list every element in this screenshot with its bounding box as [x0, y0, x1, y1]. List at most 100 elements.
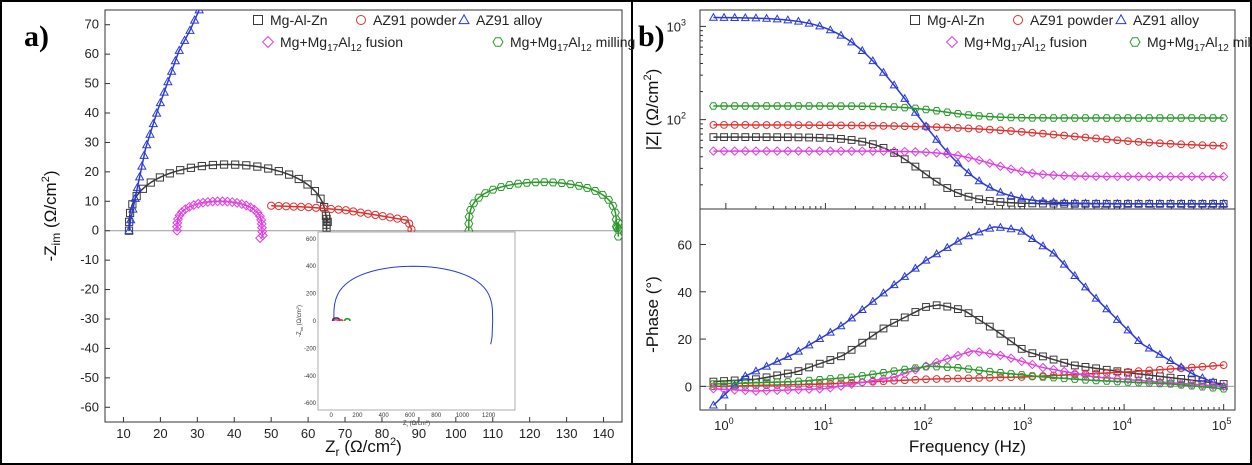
legend-text: Mg+Mg17Al12 fusion	[964, 34, 1087, 54]
magnitude-marker	[1113, 114, 1122, 122]
legend-text: Mg-Al-Zn	[927, 12, 985, 28]
phase-marker	[1028, 349, 1037, 358]
magnitude-marker	[1112, 198, 1122, 207]
y-tick-label: -20	[80, 282, 99, 297]
magnitude-marker	[985, 112, 995, 121]
x-tick-label: 130	[556, 426, 578, 441]
phase-marker	[911, 364, 920, 372]
magnitude-marker	[1007, 198, 1015, 207]
series-marker	[194, 10, 204, 14]
inset-x-label-superscript: 2	[426, 419, 429, 424]
series-marker	[138, 184, 147, 193]
series-marker	[193, 198, 204, 209]
magnitude-marker	[878, 146, 889, 157]
series-line	[467, 181, 620, 237]
y-label-unit: (Ω/cm	[41, 182, 60, 228]
phase-marker	[1048, 364, 1059, 375]
phase-marker	[1059, 259, 1069, 268]
phase-marker	[836, 374, 846, 382]
phase-marker	[1218, 381, 1229, 392]
phase-marker	[975, 374, 984, 382]
phase-marker	[804, 384, 814, 395]
magnitude-marker	[1166, 139, 1175, 148]
phase-marker	[761, 361, 772, 370]
x-tick-exponent: 5	[1226, 416, 1231, 426]
phase-marker	[761, 385, 772, 396]
magnitude-marker	[953, 150, 963, 161]
series-marker	[172, 221, 183, 232]
magnitude-marker	[762, 121, 771, 129]
series-marker	[177, 206, 188, 218]
phase-marker	[751, 366, 761, 375]
series-marker	[321, 211, 331, 220]
phase-marker	[783, 378, 793, 386]
phase-marker	[900, 365, 910, 374]
y-label-subscript: im	[49, 233, 63, 246]
series-marker	[488, 185, 498, 194]
phase-marker	[815, 359, 824, 368]
phase-marker	[857, 372, 867, 380]
magnitude-marker	[985, 158, 995, 169]
magnitude-marker	[1166, 114, 1175, 122]
phase-marker	[751, 379, 761, 387]
magnitude-line	[713, 124, 1224, 147]
phase-marker	[847, 373, 856, 381]
series-marker	[146, 178, 155, 187]
magnitude-marker	[1198, 141, 1207, 150]
phase-marker	[1144, 376, 1155, 387]
series-marker	[171, 225, 183, 236]
phase-marker	[847, 345, 856, 354]
magnitude-marker	[826, 134, 835, 143]
magnitude-marker	[910, 147, 921, 157]
phase-marker	[889, 367, 899, 375]
phase-marker	[1134, 335, 1144, 345]
magnitude-marker	[1134, 137, 1143, 146]
magnitude-marker	[964, 111, 973, 119]
phase-marker	[1134, 367, 1143, 376]
panel-b-phase-series	[708, 222, 1229, 409]
y-tick-label: 60	[85, 46, 99, 61]
phase-marker	[942, 363, 952, 371]
magnitude-marker	[1155, 171, 1165, 182]
phase-marker	[794, 377, 803, 386]
series-line	[128, 163, 329, 231]
inset-series-line	[333, 318, 339, 322]
magnitude-marker	[719, 146, 729, 156]
x-label-subscript: r	[336, 445, 340, 459]
phase-marker	[1133, 375, 1144, 386]
phase-marker	[846, 379, 857, 390]
phase-marker	[1123, 374, 1133, 385]
series-marker	[155, 173, 165, 182]
phase-marker	[1049, 371, 1058, 380]
phase-marker	[1112, 373, 1123, 384]
magnitude-marker	[836, 146, 846, 156]
magnitude-marker	[963, 168, 974, 177]
magnitude-marker	[1017, 199, 1026, 208]
inset-y-label-close: )	[297, 305, 303, 307]
magnitude-marker	[900, 122, 909, 131]
magnitude-marker	[931, 148, 942, 158]
legend-text-part: milling	[592, 34, 636, 50]
y-tick-label: 40	[678, 285, 692, 300]
phase-marker	[815, 380, 824, 389]
magnitude-marker	[719, 12, 729, 21]
series-marker	[310, 186, 320, 196]
panel-b-magnitude-series	[708, 12, 1229, 208]
legend-text-subscript: 12	[351, 43, 363, 54]
magnitude-marker	[783, 121, 792, 129]
magnitude-marker	[932, 107, 941, 115]
magnitude-marker	[963, 152, 974, 163]
inset-x-tick-label: 800	[431, 413, 442, 419]
inset-x-tick-label: 1000	[456, 413, 470, 419]
legend-text-subscript: 17	[1011, 43, 1023, 54]
magnitude-marker	[772, 102, 782, 110]
series-marker	[255, 233, 266, 244]
inset-series	[333, 265, 494, 345]
phase-marker	[836, 381, 846, 391]
magnitude-marker	[900, 93, 910, 102]
phase-marker	[1049, 355, 1058, 364]
phase-marker	[868, 375, 878, 386]
y-tick-label: 70	[85, 17, 99, 32]
inset-x-label-main: Z	[403, 421, 407, 427]
magnitude-marker	[868, 55, 878, 65]
